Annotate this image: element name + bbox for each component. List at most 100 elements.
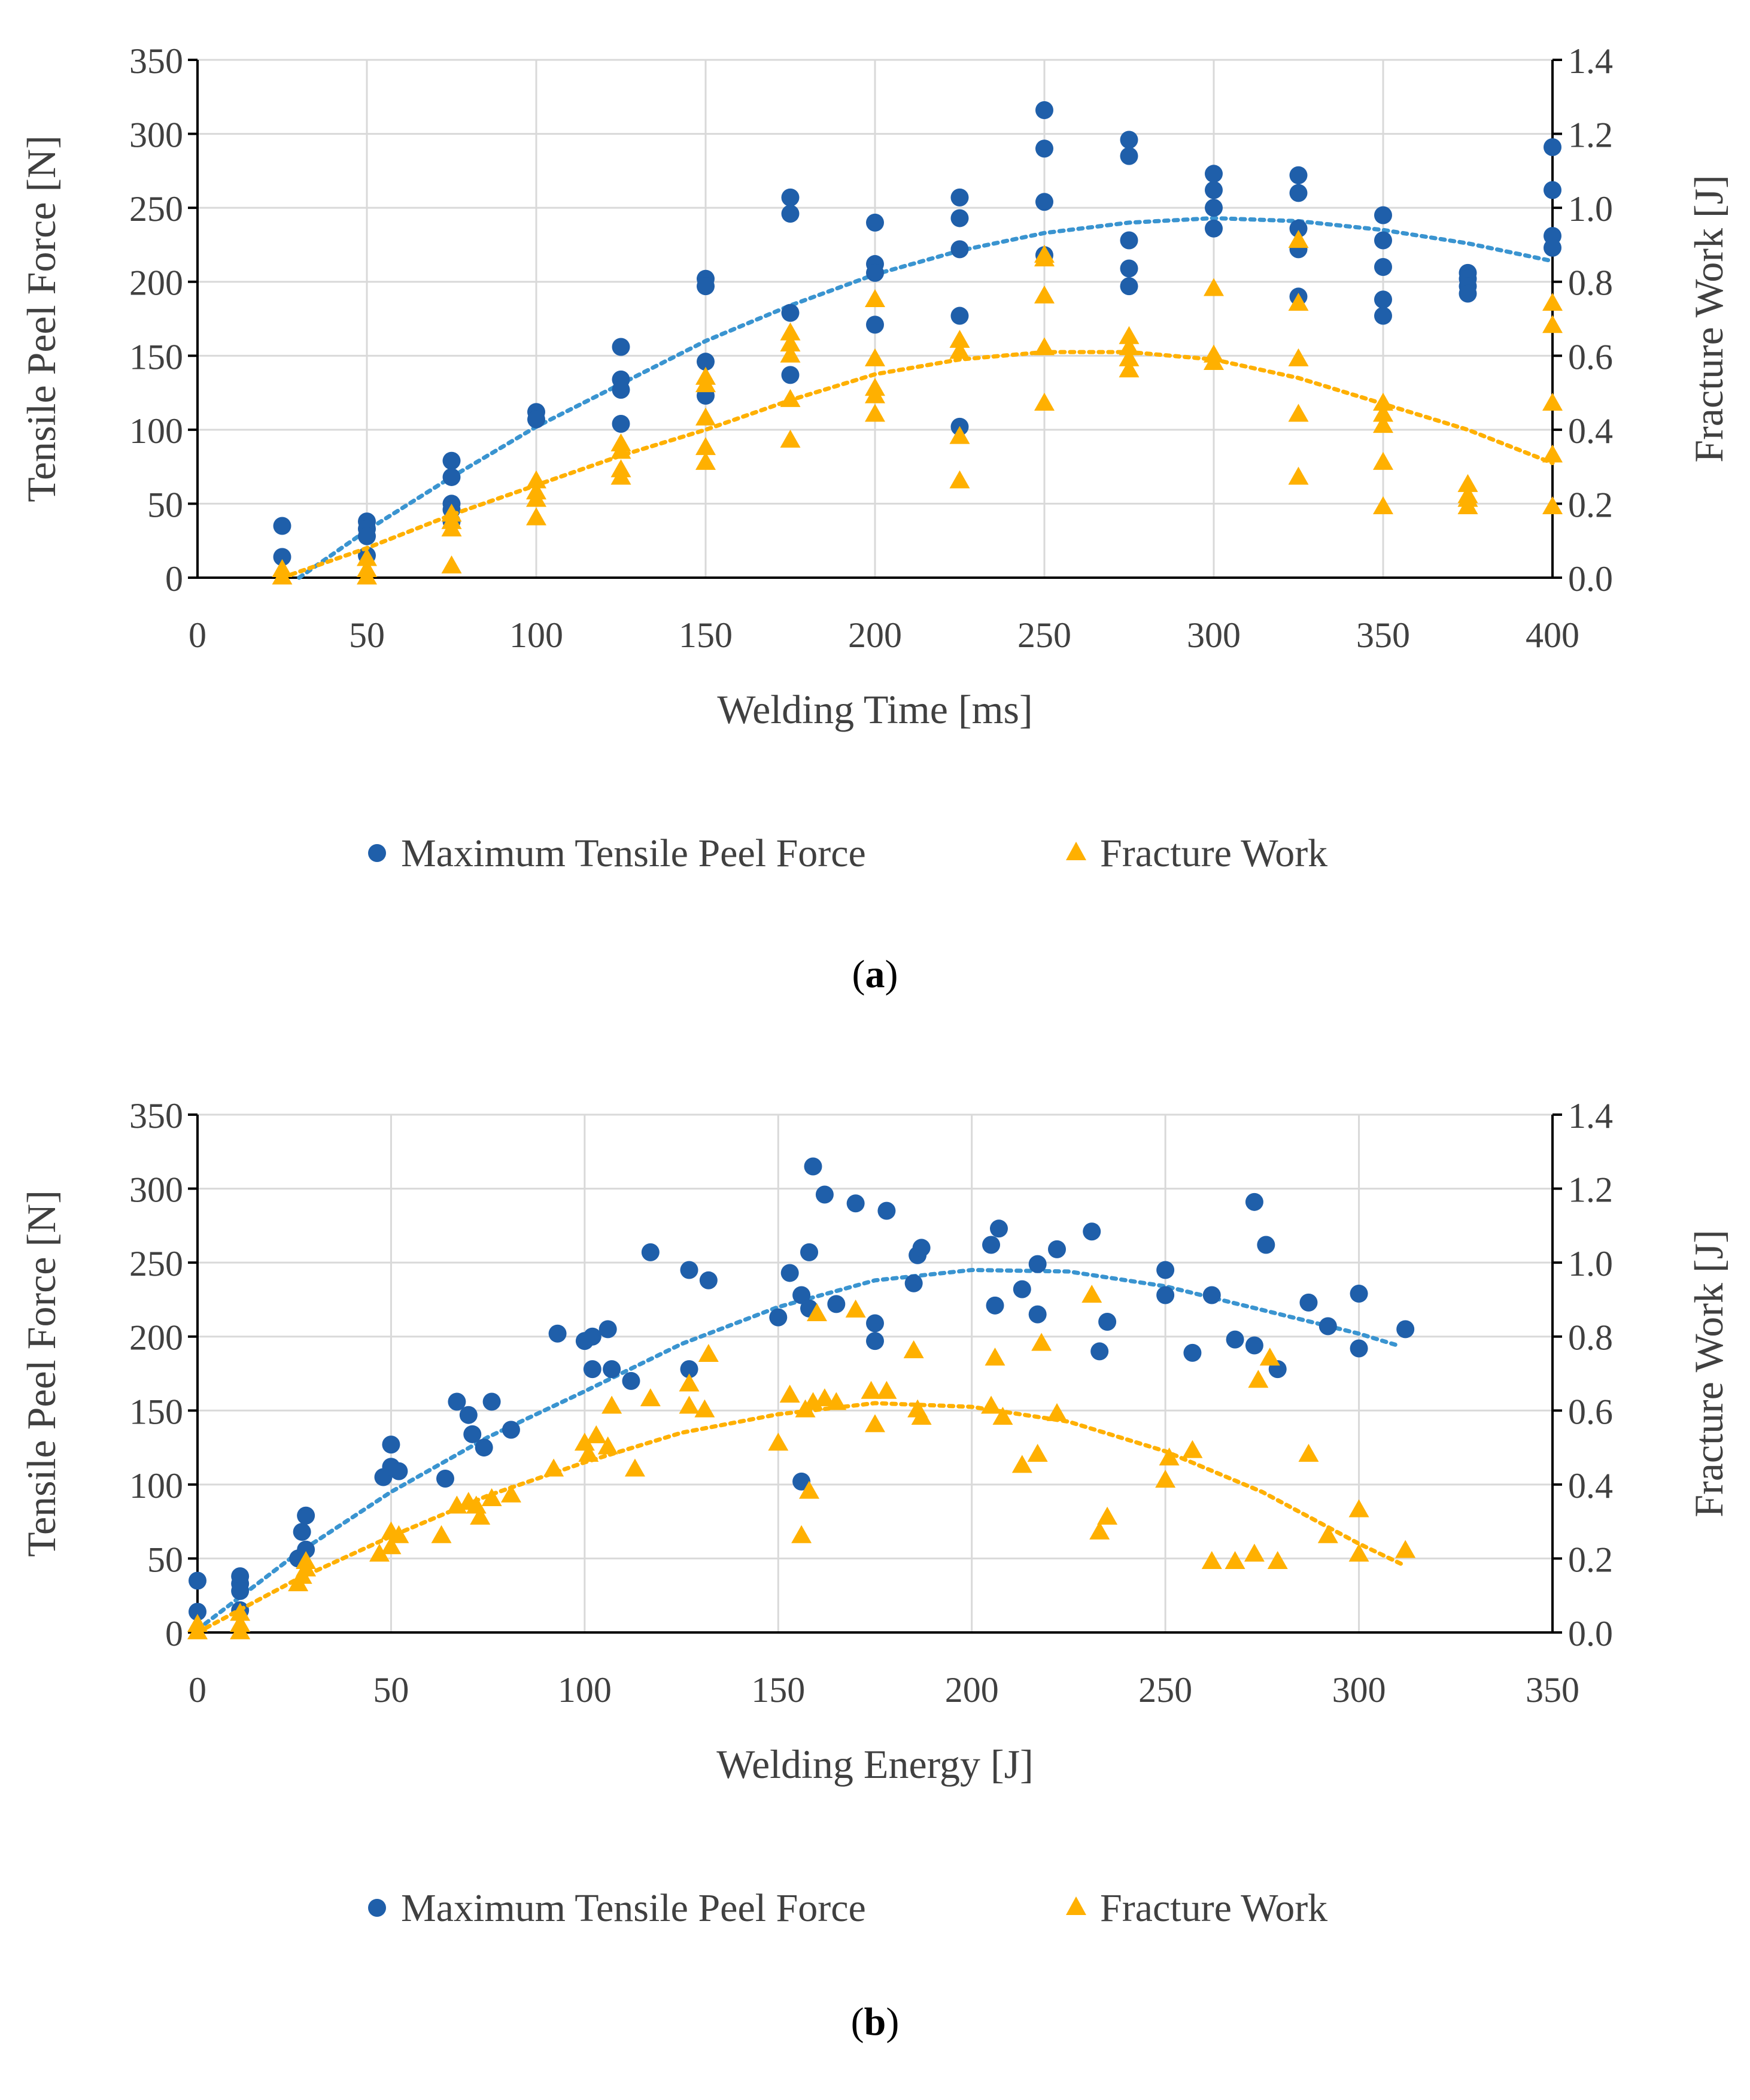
work-point: [1225, 1551, 1245, 1570]
y-axis-title: Tensile Peel Force [N]: [19, 1190, 64, 1557]
work-trendline: [195, 1401, 1408, 1635]
chart-b-energy: 0 50 100 150 200 250 300 350 0.0 0.2 0.4 0.6 0.8 1.0 1…: [19, 1096, 1731, 1930]
work-point: [698, 1344, 719, 1362]
force-point: [1350, 1285, 1368, 1303]
work-point: [695, 407, 716, 426]
work-point: [1034, 244, 1055, 263]
work-point: [1089, 1521, 1110, 1540]
work-point: [1119, 359, 1140, 378]
legend-force-marker: [368, 1899, 386, 1917]
work-point: [780, 322, 801, 341]
force-point: [448, 1392, 466, 1411]
force-point: [1289, 219, 1308, 238]
force-point: [1090, 1342, 1109, 1361]
work-point: [1288, 466, 1309, 485]
chart-a-time: 0 50 100 150 200 250 300 350 0.0 0.2 0.4 0.6 0.8 1.0 1…: [19, 41, 1731, 875]
y-axis-title: Tensile Peel Force [N]: [19, 135, 64, 502]
y-tick-label: 200: [129, 1318, 183, 1358]
work-point: [1081, 1285, 1102, 1303]
force-trendline: [297, 216, 1555, 580]
force-point: [950, 209, 969, 227]
force-point: [1028, 1305, 1047, 1324]
x-tick-label: 350: [1356, 615, 1410, 655]
work-point: [1047, 1403, 1068, 1421]
work-point: [865, 378, 885, 396]
y-tick-label: 150: [129, 337, 183, 377]
y2-tick-label: 1.0: [1568, 189, 1613, 229]
y-tick-label: 250: [129, 1244, 183, 1283]
force-point: [1374, 290, 1392, 309]
legend-work-label: Fracture Work: [1100, 1886, 1327, 1930]
force-point: [641, 1243, 660, 1261]
force-point: [1205, 165, 1223, 183]
x-tick-label: 50: [349, 615, 385, 655]
work-point: [1204, 278, 1224, 296]
work-point: [779, 1384, 800, 1403]
force-point: [622, 1371, 640, 1390]
work-point: [981, 1395, 1002, 1414]
work-point: [695, 451, 716, 470]
caption-a: (a): [852, 952, 898, 996]
force-point: [866, 315, 884, 334]
work-point: [949, 329, 970, 348]
force-point: [1120, 231, 1138, 250]
force-point: [781, 188, 800, 207]
force-point: [950, 240, 969, 259]
work-point: [526, 470, 546, 488]
y2-tick-label: 0.0: [1568, 559, 1613, 599]
caption-b: (b): [850, 2000, 900, 2044]
work-point: [865, 403, 885, 422]
force-point: [1035, 193, 1053, 211]
force-point: [1289, 184, 1308, 202]
y-tick-label: 300: [129, 1170, 183, 1210]
work-point: [441, 555, 462, 573]
work-point: [357, 548, 377, 566]
work-point: [1244, 1543, 1265, 1562]
force-point: [866, 1314, 884, 1333]
x-tick-label: 100: [558, 1670, 612, 1710]
y2-axis-title: Fracture Work [J]: [1686, 1230, 1731, 1517]
work-point: [624, 1458, 645, 1477]
y2-tick-label: 0.4: [1568, 1466, 1613, 1506]
force-point: [1299, 1293, 1318, 1312]
work-point: [357, 559, 377, 578]
work-point: [369, 1543, 390, 1562]
force-point: [680, 1261, 698, 1279]
force-point: [475, 1439, 493, 1457]
work-point: [1348, 1499, 1369, 1518]
force-point: [358, 527, 376, 545]
work-point: [791, 1525, 812, 1543]
work-point: [1542, 444, 1563, 463]
work-point: [1204, 344, 1224, 363]
work-point: [1097, 1506, 1118, 1525]
work-point: [780, 344, 801, 363]
x-tick-label: 150: [751, 1670, 805, 1710]
y2-tick-label: 0.2: [1568, 485, 1613, 524]
force-point: [1544, 181, 1561, 199]
work-point: [865, 348, 885, 366]
legend-force-label: Maximum Tensile Peel Force: [401, 831, 866, 875]
work-point: [1201, 1551, 1222, 1570]
work-point: [526, 507, 546, 526]
x-tick-label: 200: [848, 615, 902, 655]
y-tick-label: 100: [129, 411, 183, 451]
force-point: [297, 1540, 315, 1559]
y2-tick-label: 0.6: [1568, 337, 1613, 377]
work-point: [597, 1436, 618, 1455]
work-point: [1034, 337, 1055, 356]
force-point: [482, 1392, 501, 1411]
y-tick-label: 200: [129, 263, 183, 303]
work-point: [388, 1525, 409, 1543]
work-point: [586, 1425, 607, 1443]
y2-tick-label: 0.2: [1568, 1540, 1613, 1579]
force-point: [1013, 1280, 1031, 1298]
force-point: [680, 1360, 698, 1379]
x-tick-label: 200: [945, 1670, 999, 1710]
force-point: [904, 1274, 923, 1292]
force-point: [781, 366, 800, 384]
work-point: [578, 1443, 599, 1462]
work-point: [826, 1392, 847, 1410]
force-point: [792, 1472, 811, 1491]
legend-work-marker: [1066, 842, 1086, 860]
y2-tick-label: 0.8: [1568, 1318, 1613, 1358]
